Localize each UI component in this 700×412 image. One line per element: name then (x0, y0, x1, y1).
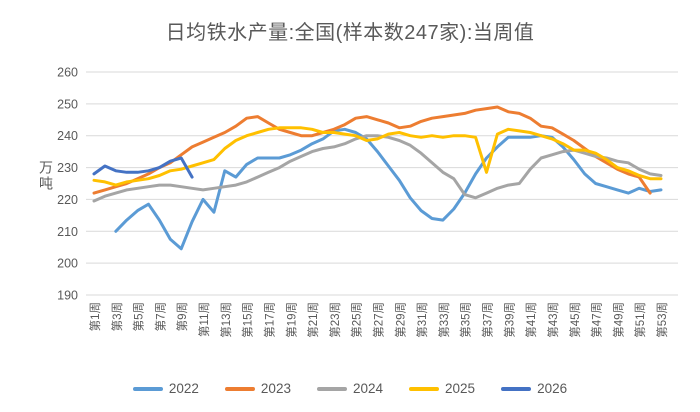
x-tick-label-week-3: 第3周 (110, 302, 124, 331)
x-tick-label-week-9: 第9周 (175, 302, 189, 331)
x-tick-label-week-43: 第43周 (546, 302, 560, 338)
series-line-2023 (92, 105, 652, 195)
x-tick-label-week-39: 第39周 (502, 302, 516, 338)
y-tick-label-250: 250 (57, 97, 78, 111)
legend-label-2026: 2026 (537, 381, 568, 396)
x-tick-label-week-49: 第49周 (611, 302, 625, 338)
series-line-2026 (92, 156, 194, 179)
series-line-2022 (114, 127, 663, 251)
x-tick-label-week-11: 第11周 (197, 302, 211, 337)
legend-item-2025: 2025 (409, 381, 475, 396)
legend-item-2026: 2026 (501, 381, 567, 396)
legend-label-2025: 2025 (445, 381, 476, 396)
y-tick-label-260: 260 (57, 66, 78, 80)
y-axis-unit-label: 万吨 (38, 160, 54, 192)
x-tick-label-week-51: 第51周 (633, 302, 647, 338)
x-tick-label-week-37: 第37周 (481, 302, 495, 338)
x-tick-label-week-19: 第19周 (284, 302, 298, 338)
legend-item-2023: 2023 (224, 381, 291, 396)
legend-item-2024: 2024 (316, 381, 384, 396)
x-tick-label-week-45: 第45周 (568, 302, 582, 338)
y-tick-label-210: 210 (57, 225, 78, 239)
x-tick-label-week-5: 第5周 (132, 302, 146, 331)
legend-line-swatch-2024 (316, 386, 347, 391)
y-tick-label-240: 240 (57, 129, 78, 143)
x-tick-label-week-7: 第7周 (153, 302, 167, 331)
legend-line-swatch-2025 (409, 386, 440, 391)
x-tick-label-week-17: 第17周 (262, 302, 276, 338)
series-line-2024 (92, 134, 663, 203)
legend-line-swatch-2026 (501, 386, 532, 391)
y-tick-label-190: 190 (57, 289, 78, 303)
x-tick-label-week-31: 第31周 (415, 302, 429, 338)
chart-legend: 2022 2023 2024 2025 2026 (0, 381, 700, 396)
x-tick-label-week-47: 第47周 (590, 302, 604, 338)
x-tick-label-week-27: 第27周 (372, 302, 386, 338)
x-tick-label-week-41: 第41周 (524, 302, 538, 338)
series-line-2025 (92, 126, 663, 187)
x-tick-label-week-1: 第1周 (88, 302, 102, 331)
x-tick-label-week-15: 第15周 (241, 302, 255, 338)
x-tick-label-week-35: 第35周 (459, 302, 473, 338)
legend-line-swatch-2023 (224, 386, 255, 391)
y-tick-label-220: 220 (57, 193, 78, 207)
legend-label-2022: 2022 (168, 381, 199, 396)
legend-item-2022: 2022 (132, 381, 199, 396)
legend-label-2023: 2023 (260, 381, 291, 396)
legend-label-2024: 2024 (352, 381, 384, 396)
x-tick-label-week-53: 第53周 (655, 302, 669, 338)
x-tick-label-week-13: 第13周 (219, 302, 233, 338)
x-tick-label-week-23: 第23周 (328, 302, 342, 338)
y-tick-label-230: 230 (57, 161, 78, 175)
x-tick-label-week-29: 第29周 (393, 302, 407, 338)
chart-title: 日均铁水产量:全国(样本数247家):当周值 (165, 22, 535, 44)
x-tick-label-week-25: 第25周 (350, 302, 364, 338)
y-tick-label-200: 200 (57, 257, 78, 271)
legend-line-swatch-2022 (132, 386, 163, 391)
x-tick-label-week-33: 第33周 (437, 302, 451, 338)
x-tick-label-week-21: 第21周 (306, 302, 320, 338)
